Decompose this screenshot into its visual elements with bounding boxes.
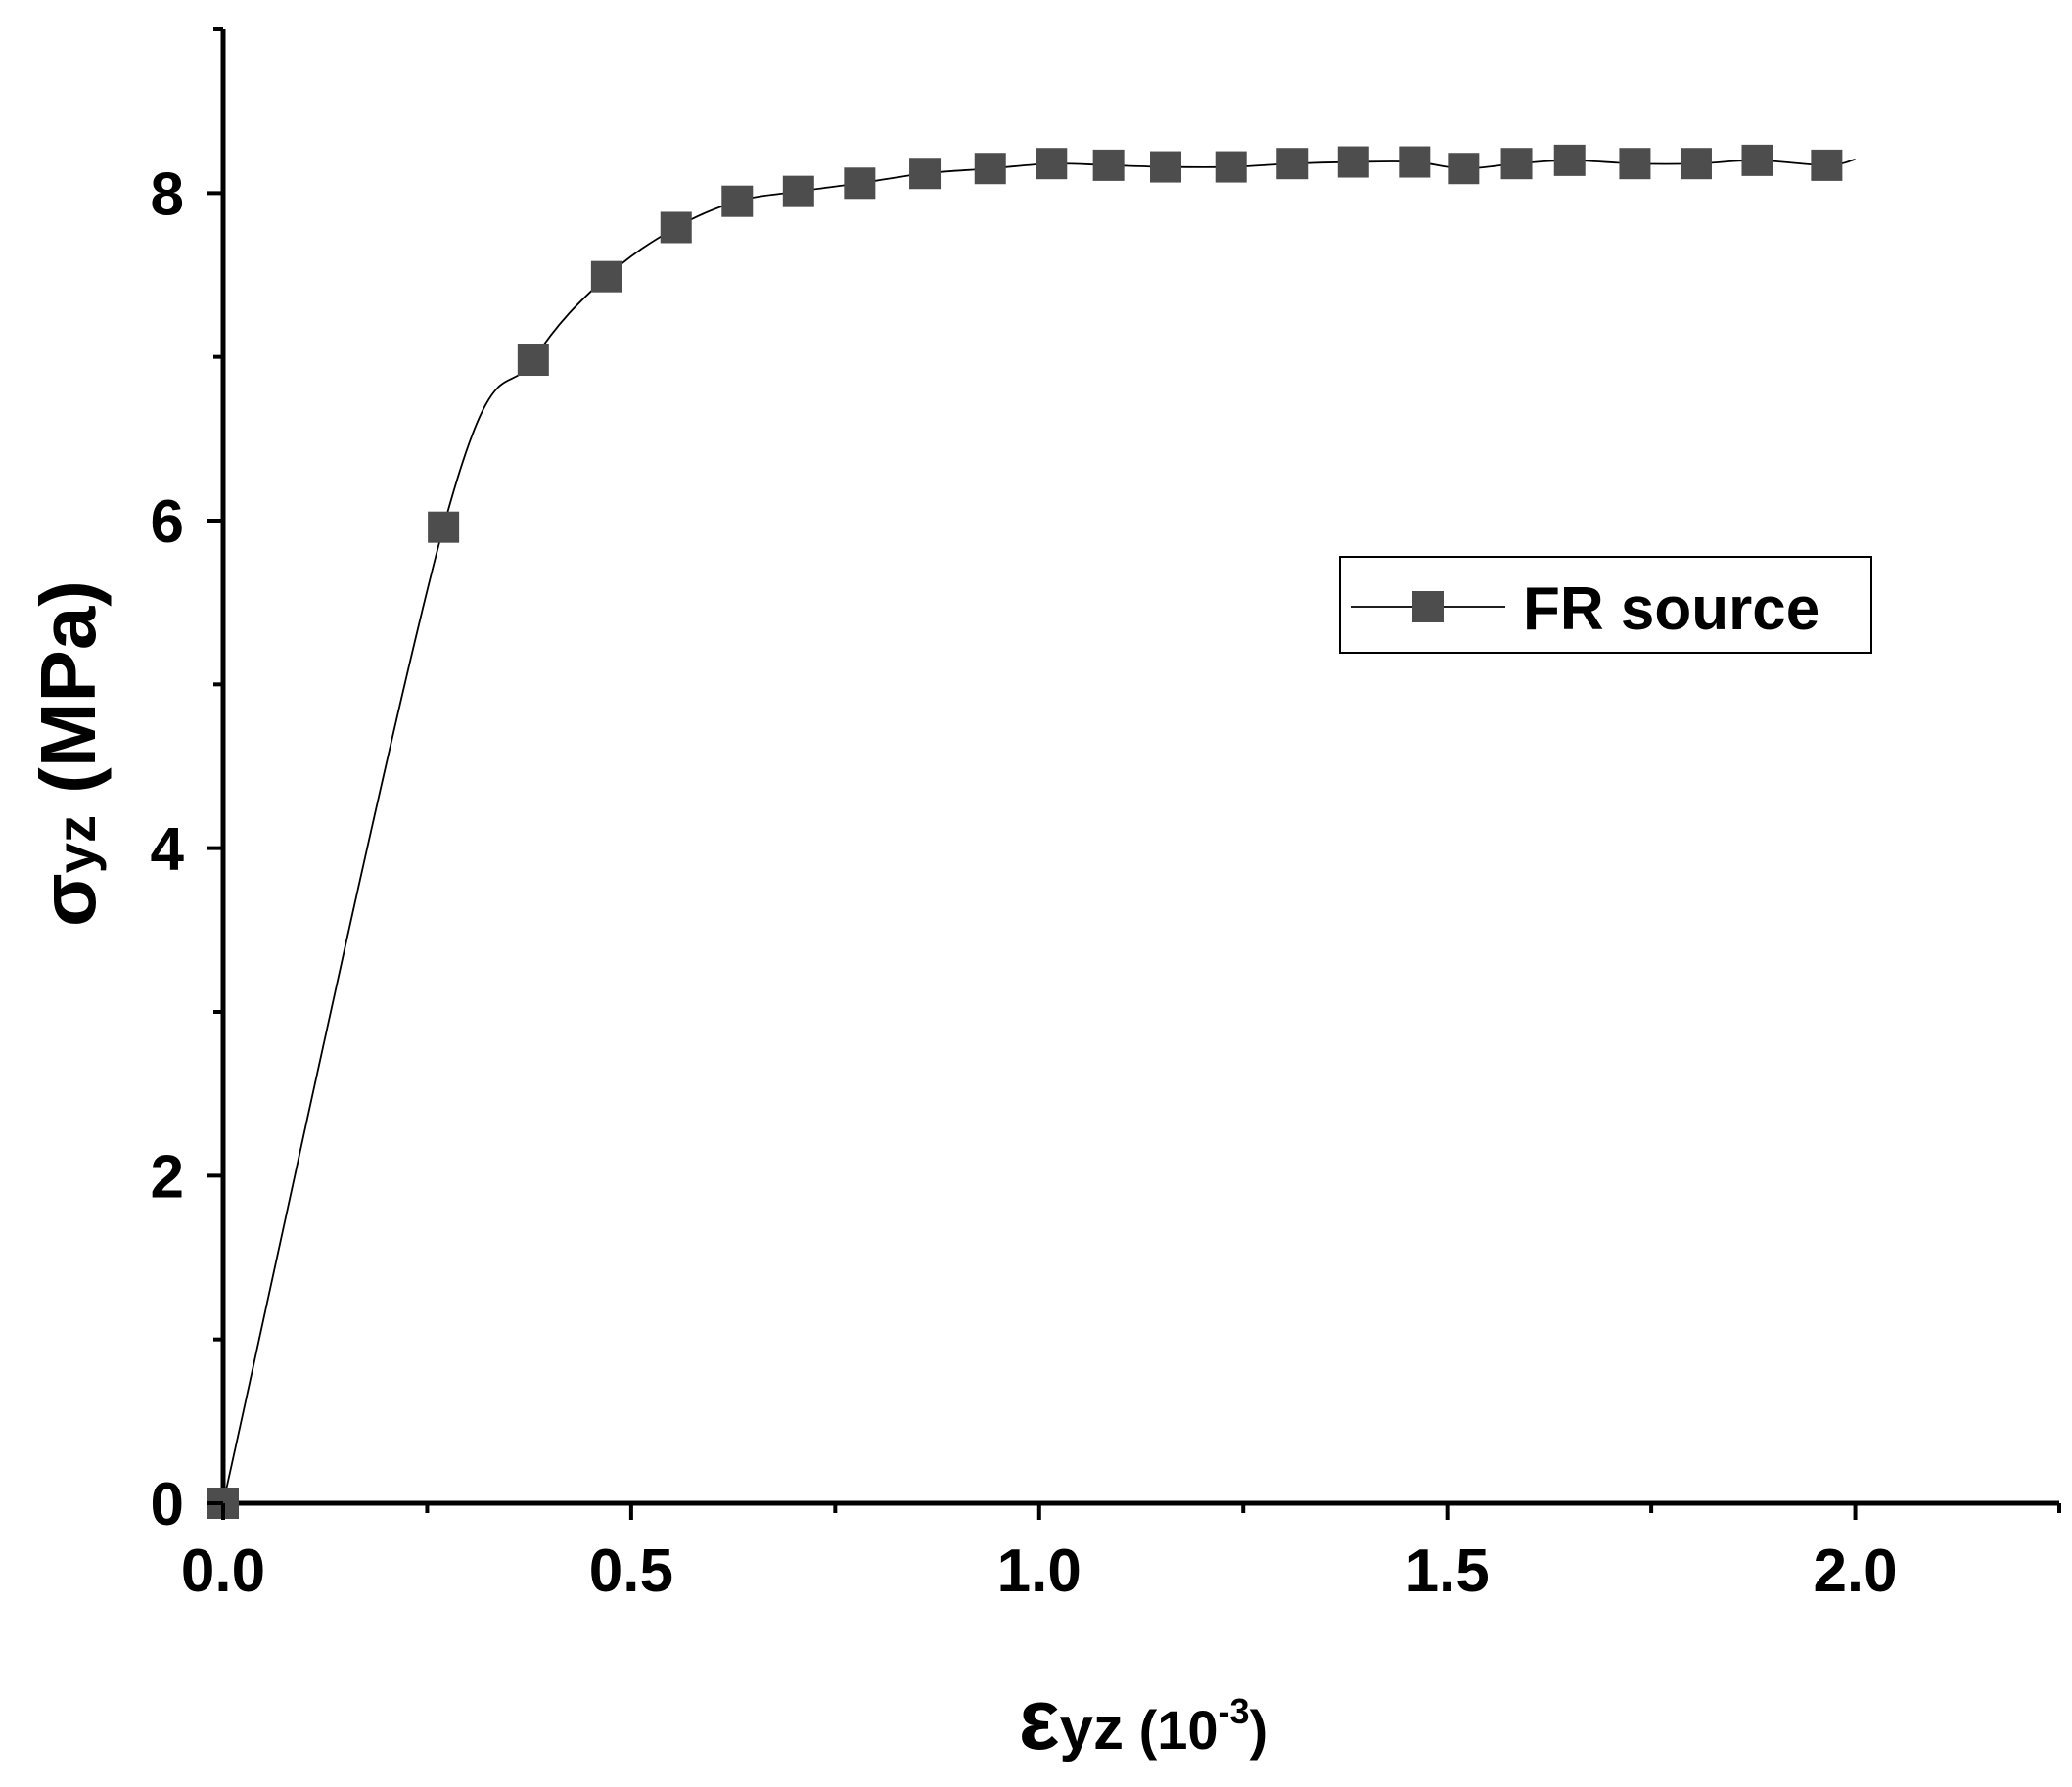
data-point — [1150, 151, 1182, 183]
x-tick-label: 0.0 — [181, 1537, 265, 1605]
data-point — [909, 158, 942, 190]
data-point — [1811, 149, 1843, 181]
x-tick-label: 1.0 — [997, 1537, 1082, 1605]
x-axis-subscript: yz — [1060, 1695, 1124, 1763]
x-tick-label: 2.0 — [1813, 1537, 1897, 1605]
y-tick-label: 4 — [151, 816, 185, 884]
y-tick-label: 0 — [151, 1471, 184, 1538]
legend-label: FR source — [1523, 575, 1819, 643]
data-point — [1399, 146, 1431, 178]
y-tick-label: 8 — [151, 160, 184, 228]
data-point — [1448, 153, 1480, 185]
y-axis-symbol: σ — [24, 873, 112, 927]
y-tick-label: 6 — [151, 488, 184, 556]
data-point — [721, 185, 754, 217]
x-tick-label: 0.5 — [589, 1537, 673, 1605]
y-tick-label: 2 — [151, 1143, 184, 1211]
data-point — [1680, 148, 1712, 180]
data-point — [1337, 146, 1369, 178]
y-axis-unit: (MPa) — [24, 580, 112, 815]
data-point — [782, 175, 814, 207]
curve-layer — [222, 159, 1856, 1504]
axes — [220, 29, 2059, 1506]
legend: FR source — [1339, 556, 1872, 654]
x-axis-unit-exponent: -3 — [1219, 1691, 1250, 1731]
x-tick-label: 1.5 — [1405, 1537, 1490, 1605]
data-point — [428, 511, 460, 543]
data-point — [517, 344, 549, 377]
x-axis-unit-suffix: ) — [1250, 1699, 1268, 1761]
marker-layer — [207, 144, 1843, 1519]
data-point — [844, 167, 876, 200]
data-point — [1500, 148, 1533, 180]
y-axis-subscript: yz — [45, 815, 107, 873]
x-axis-symbol: ε — [1019, 1671, 1060, 1767]
y-axis-title: σyz (MPa) — [24, 580, 112, 927]
data-point — [974, 153, 1006, 185]
x-axis-title: εyz (10-3) — [1019, 1671, 1267, 1767]
x-ticks: 0.0 0.5 1.0 1.5 2.0 — [181, 1503, 2061, 1605]
data-point — [1215, 151, 1247, 183]
data-point — [1276, 148, 1309, 180]
data-point — [1553, 144, 1586, 176]
legend-marker — [1412, 591, 1444, 622]
data-point — [1092, 149, 1125, 181]
data-point — [1741, 144, 1773, 176]
y-ticks: 0 2 4 6 8 — [151, 27, 223, 1538]
x-axis-unit-prefix: (10 — [1124, 1699, 1219, 1761]
data-point — [590, 260, 622, 293]
data-point — [660, 211, 692, 244]
data-point — [1036, 148, 1068, 180]
data-point — [1619, 148, 1651, 180]
series-line — [222, 159, 1856, 1504]
